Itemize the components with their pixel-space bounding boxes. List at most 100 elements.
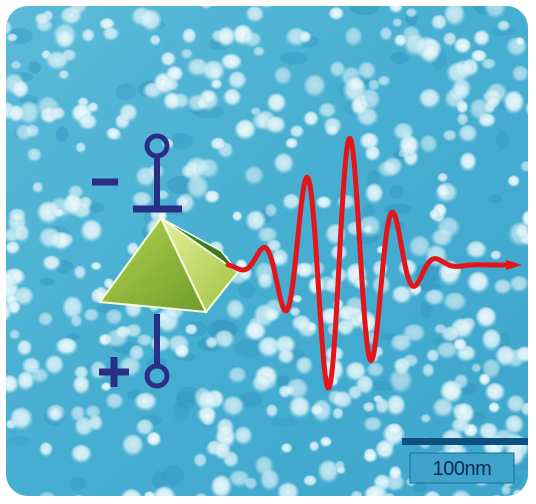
nanoparticle bbox=[438, 188, 451, 200]
nanoparticle bbox=[89, 360, 108, 381]
nanoparticle bbox=[78, 114, 98, 131]
nanoparticle bbox=[473, 30, 490, 47]
nanoparticle bbox=[13, 224, 30, 243]
nanoparticle bbox=[465, 240, 487, 260]
substrate-shadow bbox=[389, 52, 409, 65]
nanoparticle bbox=[453, 37, 472, 55]
nanoparticle bbox=[210, 137, 226, 151]
nanoparticle bbox=[50, 106, 66, 121]
nanoparticle bbox=[143, 491, 156, 496]
nanoparticle bbox=[458, 124, 478, 144]
nanoparticle bbox=[298, 31, 312, 44]
nanoparticle bbox=[11, 80, 30, 100]
nanoparticle bbox=[336, 319, 355, 337]
substrate-shadow bbox=[69, 476, 86, 491]
nanoparticle bbox=[453, 338, 468, 352]
nanoparticle bbox=[525, 102, 528, 117]
nanoparticle bbox=[252, 46, 265, 57]
nanoparticle bbox=[225, 299, 245, 321]
nanoparticle bbox=[346, 77, 366, 94]
nanoparticle bbox=[259, 469, 280, 492]
nanoparticle bbox=[422, 363, 435, 378]
nanoparticle bbox=[408, 235, 431, 259]
nanoparticle bbox=[509, 275, 528, 293]
nanoparticle bbox=[363, 485, 386, 496]
nanoparticle bbox=[157, 312, 169, 323]
nanoparticle bbox=[131, 191, 153, 209]
nanoparticle bbox=[280, 443, 293, 454]
nanoparticle bbox=[265, 116, 287, 135]
nanoparticle bbox=[507, 175, 520, 188]
nanoparticle bbox=[234, 119, 257, 141]
nanoparticle bbox=[228, 470, 250, 488]
nanoparticle bbox=[514, 224, 528, 240]
scene-svg: 100nm bbox=[6, 6, 528, 496]
nanoparticle bbox=[180, 48, 193, 60]
nanoparticle bbox=[125, 323, 143, 339]
nanoparticle bbox=[221, 396, 245, 418]
nanoparticle bbox=[331, 391, 353, 410]
nanoparticle bbox=[180, 165, 194, 179]
nanoparticle bbox=[403, 33, 427, 58]
nanoparticle bbox=[257, 272, 274, 290]
nanoparticle bbox=[453, 59, 474, 79]
substrate-shadow bbox=[39, 277, 55, 286]
nanoparticle bbox=[273, 153, 295, 175]
nanoparticle bbox=[273, 66, 292, 86]
nanoparticle bbox=[264, 203, 278, 218]
substrate-shadow bbox=[384, 203, 412, 215]
substrate-shadow bbox=[151, 470, 166, 489]
nanoparticle bbox=[419, 135, 438, 154]
nanoparticle bbox=[216, 26, 236, 48]
substrate-shadow bbox=[115, 83, 137, 101]
nanoparticle bbox=[336, 466, 346, 475]
nanoparticle bbox=[456, 404, 470, 418]
nanoparticle bbox=[377, 75, 391, 87]
nanoparticle bbox=[459, 152, 477, 172]
nanoparticle bbox=[470, 49, 488, 64]
nanoparticle bbox=[26, 148, 42, 163]
nanoparticle bbox=[16, 339, 33, 357]
nanoparticle bbox=[385, 394, 406, 417]
nanoparticle bbox=[379, 26, 393, 42]
nanoparticle bbox=[6, 374, 19, 395]
nanoparticle bbox=[292, 294, 303, 304]
nanoparticle bbox=[222, 88, 242, 108]
substrate-shadow bbox=[419, 302, 434, 318]
nanoparticle bbox=[173, 343, 190, 359]
nanoparticle bbox=[42, 255, 61, 272]
nanoparticle bbox=[388, 368, 413, 395]
nanoparticle bbox=[388, 6, 404, 14]
nanoparticle bbox=[210, 79, 223, 90]
nanoparticle bbox=[146, 431, 162, 447]
nanoparticle bbox=[426, 349, 440, 363]
nanoparticle bbox=[283, 385, 296, 396]
nanoparticle bbox=[363, 416, 383, 433]
nanoparticle bbox=[430, 14, 448, 31]
nanoparticle bbox=[90, 261, 102, 271]
nanoparticle bbox=[30, 368, 49, 384]
substrate-shadow bbox=[367, 170, 380, 186]
nanoparticle bbox=[70, 315, 83, 328]
scale-bar-label: 100nm bbox=[433, 458, 492, 480]
nanoparticle bbox=[481, 58, 497, 71]
nanoparticle bbox=[489, 250, 502, 261]
nanoparticle bbox=[359, 88, 381, 112]
nanoparticle bbox=[442, 129, 457, 142]
substrate-shadow bbox=[367, 380, 396, 392]
nanoparticle bbox=[251, 374, 272, 394]
nanoparticle bbox=[149, 34, 161, 47]
nanoparticle bbox=[276, 482, 300, 496]
nanoparticle bbox=[402, 323, 426, 343]
nanoparticle bbox=[288, 396, 311, 420]
nanoparticle bbox=[497, 20, 511, 32]
nanoparticle bbox=[397, 148, 410, 159]
nanoparticle bbox=[6, 33, 18, 43]
nanoparticle bbox=[451, 78, 472, 100]
nanoparticle bbox=[193, 453, 208, 469]
nanoparticle bbox=[120, 488, 143, 496]
nanoparticle bbox=[336, 194, 356, 210]
nanoparticle bbox=[483, 6, 500, 10]
nanoparticle bbox=[362, 402, 375, 413]
nanoparticle bbox=[277, 349, 295, 365]
